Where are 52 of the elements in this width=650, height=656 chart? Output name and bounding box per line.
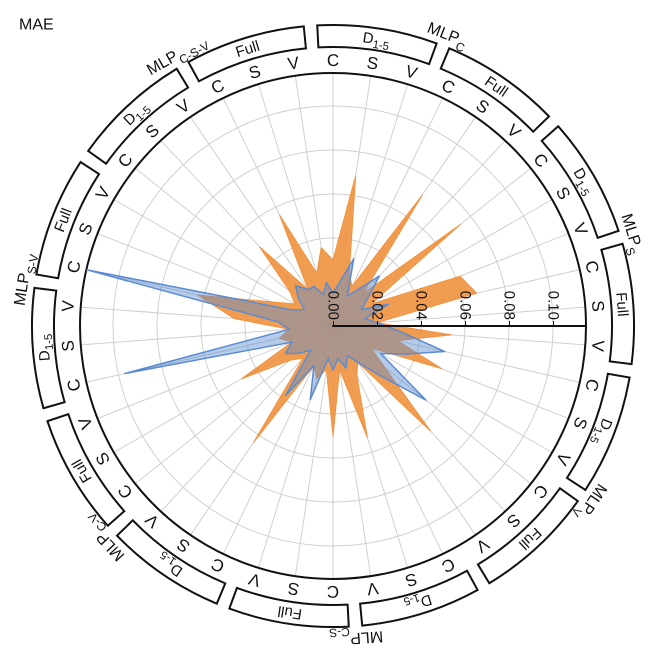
spoke-label: S xyxy=(403,569,420,591)
spoke-label: V xyxy=(58,299,78,312)
spoke-label: V xyxy=(570,220,592,238)
spoke-label: S xyxy=(173,534,194,557)
chart-title: MAE xyxy=(19,16,54,34)
spoke-label: C xyxy=(438,554,458,577)
y-tick-label: 0.06 xyxy=(456,290,474,320)
spoke-label: C xyxy=(114,149,136,171)
spoke-label: V xyxy=(403,61,420,83)
spoke-label: V xyxy=(246,569,263,591)
spoke-label: C xyxy=(114,481,136,503)
y-tick-label: 0.02 xyxy=(368,290,386,320)
spoke-label: C xyxy=(326,582,340,602)
y-tick-label: 0.04 xyxy=(412,290,430,320)
spoke-label: V xyxy=(286,52,302,74)
spoke-label: S xyxy=(570,414,592,432)
spoke-label: S xyxy=(503,510,525,532)
spoke-label: V xyxy=(503,120,526,142)
spoke-label: S xyxy=(58,340,78,352)
text: Full xyxy=(612,292,632,318)
y-tick-label: 0.08 xyxy=(500,290,518,320)
text: Full xyxy=(233,37,262,61)
spoke-label: C xyxy=(208,554,228,577)
spoke-label: S xyxy=(286,578,300,600)
spoke-label: C xyxy=(63,258,84,275)
spoke-label: C xyxy=(208,75,228,98)
spoke-label: C xyxy=(530,481,552,503)
spoke-label: C xyxy=(63,377,84,394)
text: Full xyxy=(276,602,303,623)
spoke-label: V xyxy=(588,340,608,353)
spoke-label: V xyxy=(364,578,380,600)
text: Full xyxy=(50,206,76,234)
spoke-label: S xyxy=(588,300,608,312)
spoke-label: S xyxy=(74,220,96,238)
spoke-label: V xyxy=(74,414,96,432)
spoke-label: V xyxy=(472,534,493,558)
spoke-label: V xyxy=(92,182,114,203)
spoke-label: C xyxy=(326,50,340,70)
spoke-label: C xyxy=(582,377,603,394)
text: D$_{1-5}$ xyxy=(362,28,390,54)
spoke-label: C xyxy=(438,75,458,98)
spoke-label: V xyxy=(140,510,163,532)
spoke-label: V xyxy=(173,94,194,118)
spoke-label: C xyxy=(530,149,552,171)
y-tick-label: 0.10 xyxy=(544,290,562,320)
spoke-label: S xyxy=(366,52,380,74)
spoke-label: V xyxy=(552,449,574,470)
spoke-label: S xyxy=(246,61,263,83)
y-tick-label: 0.00 xyxy=(324,290,342,320)
spoke-label: S xyxy=(552,183,574,203)
spoke-label: S xyxy=(141,120,163,142)
spoke-label: C xyxy=(582,258,603,275)
